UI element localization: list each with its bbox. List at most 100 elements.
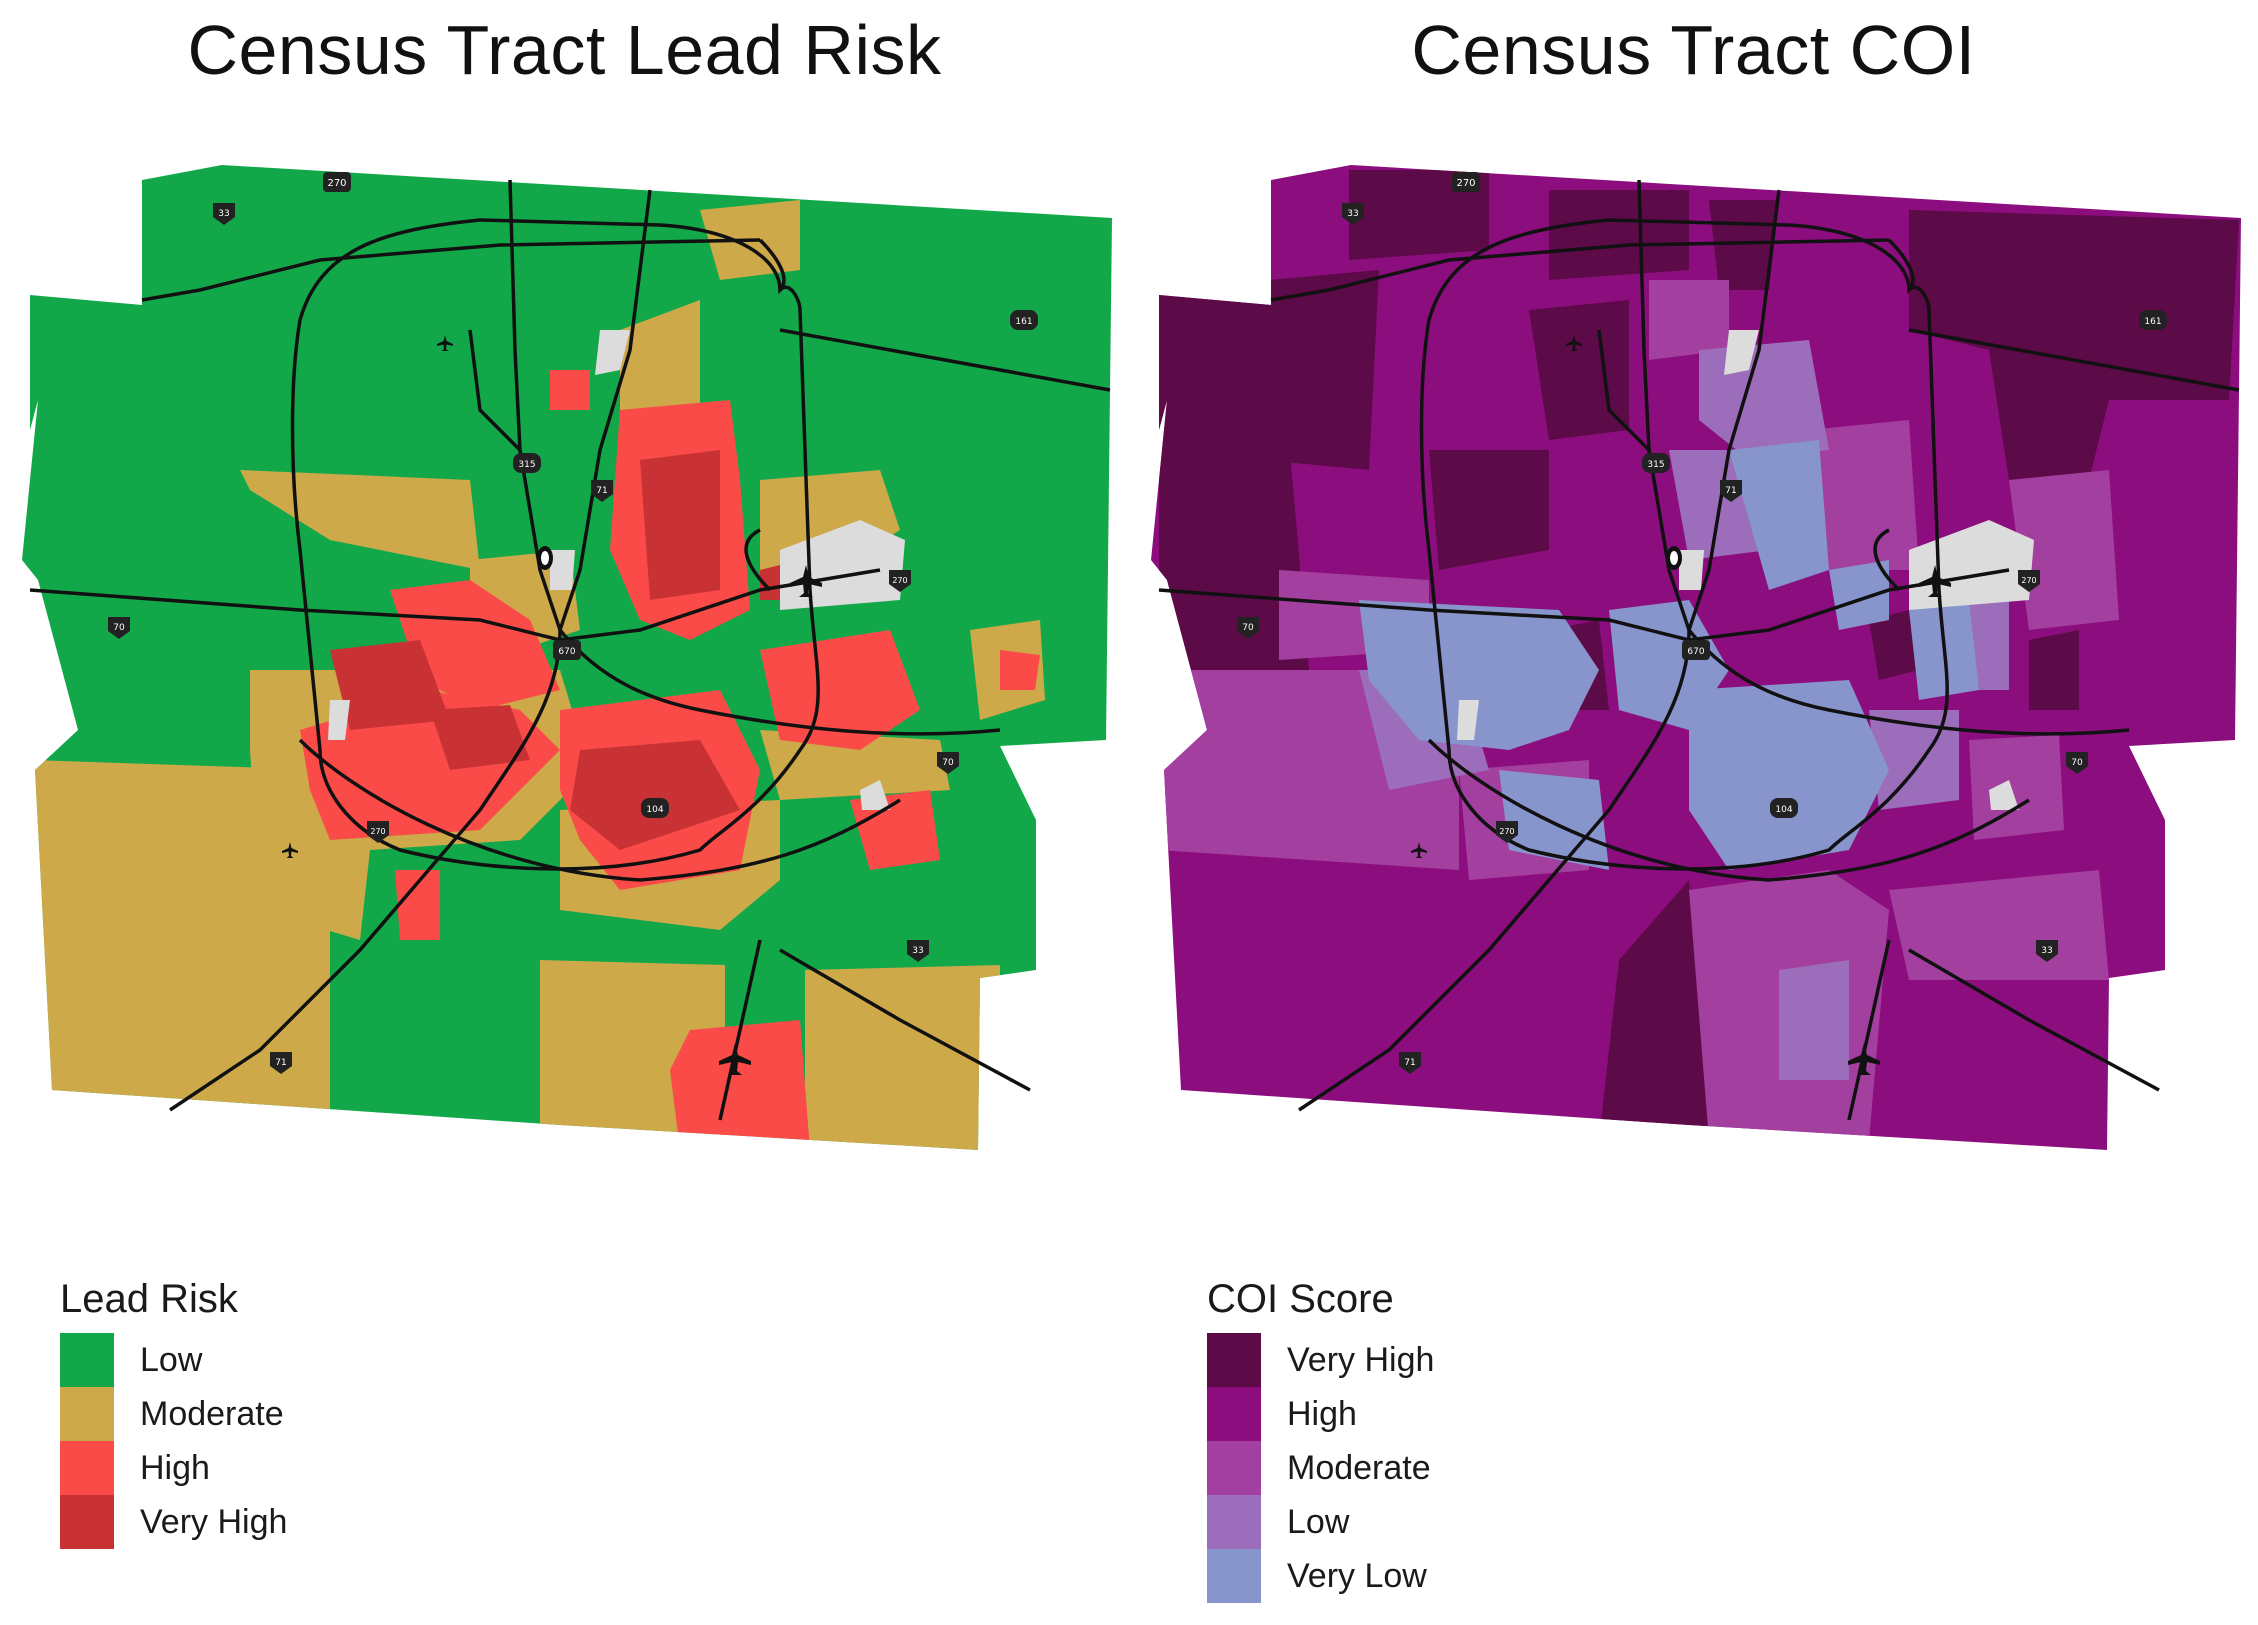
highway-network: [1158, 179, 2240, 1121]
tract-very-high: [330, 640, 450, 730]
highway-23: [1847, 939, 1891, 1121]
tract-very-high: [1159, 270, 1379, 470]
legend-swatch: [1207, 1333, 1261, 1387]
tract-moderate: [805, 965, 1000, 1150]
tract-very-high: [640, 450, 720, 600]
legend-label: Low: [1287, 1502, 1350, 1541]
airport-icon: [282, 842, 298, 858]
highway-23: [718, 939, 762, 1121]
tract-moderate: [240, 470, 480, 570]
shield-33: 33: [1342, 203, 1364, 225]
tract-low: [1779, 960, 1849, 1080]
legend-item: Very High: [1207, 1333, 1434, 1387]
legend-swatch: [1207, 1441, 1261, 1495]
shield-270-south: 270: [1496, 821, 1518, 843]
svg-text:670: 670: [1687, 647, 1704, 657]
lead-risk-map: 270 33 161 315 71 270 70 670 70 104 270 …: [22, 165, 1112, 1150]
tract-no-data: [1679, 550, 1704, 590]
shield-161: 161: [1010, 310, 1038, 330]
highway-270-loop: [290, 218, 820, 871]
tract-very-low: [1729, 440, 1829, 590]
highway-270-north: [1270, 238, 1890, 302]
svg-text:270: 270: [1499, 827, 1514, 836]
shield-70-east: 70: [2066, 752, 2088, 774]
shield-70-west: 70: [1237, 617, 1259, 639]
shield-71-south: 71: [270, 1052, 292, 1074]
tract-very-high: [1429, 450, 1549, 570]
legend-swatch: [60, 1495, 114, 1549]
shield-270-east: 270: [889, 570, 911, 592]
highway-71-south: [1298, 629, 1691, 1112]
tract-no-data: [860, 780, 890, 810]
shield-71: 71: [591, 480, 613, 502]
tract-high: [550, 370, 590, 410]
svg-text:104: 104: [1775, 805, 1792, 815]
legend-swatch: [1207, 1495, 1261, 1549]
tract-very-low: [1359, 600, 1599, 750]
legend-item: Low: [1207, 1495, 1434, 1549]
coi-panel: Census Tract COI: [1129, 0, 2258, 1625]
airport-icon: [790, 565, 822, 597]
tract-very-high: [430, 705, 530, 770]
highway-670: [1873, 528, 1901, 592]
coi-title: Census Tract COI: [1411, 11, 1976, 89]
tract-moderate: [760, 730, 950, 800]
svg-text:70: 70: [2071, 758, 2083, 768]
highway-104: [298, 738, 901, 882]
tract-moderate: [2009, 470, 2119, 630]
legend-label: Low: [140, 1340, 203, 1379]
legend-item: Moderate: [60, 1387, 287, 1441]
shield-104: 104: [641, 798, 669, 818]
highway-33-south: [779, 948, 1031, 1092]
highway-connector: [758, 238, 786, 292]
svg-text:104: 104: [646, 805, 663, 815]
tract-very-high: [1349, 170, 1489, 260]
highway-161: [1908, 328, 2240, 392]
tract-very-high: [1159, 440, 1309, 670]
airport-icon: [437, 335, 453, 351]
svg-text:270: 270: [2021, 576, 2036, 585]
tract-very-low: [1689, 680, 1889, 870]
tract-very-low: [1499, 770, 1609, 870]
highway-70-east: [1687, 628, 2130, 736]
svg-text:33: 33: [218, 209, 229, 219]
highway-270-north: [141, 238, 761, 302]
svg-text:71: 71: [1725, 486, 1736, 496]
svg-text:270: 270: [892, 576, 907, 585]
highway-spur: [468, 329, 522, 452]
shield-70-west: 70: [108, 617, 130, 639]
svg-text:70: 70: [942, 758, 954, 768]
coi-legend: COI Score Very High High Moderate Low Very L…: [1207, 1275, 1434, 1603]
legend-label: Very High: [1287, 1340, 1435, 1379]
legend-items: Very High High Moderate Low Very Low: [1207, 1333, 1434, 1603]
tract-moderate: [1649, 280, 1729, 360]
shield-670: 670: [553, 640, 581, 660]
airport-icon: [1848, 1043, 1880, 1075]
shield-270: 270: [1452, 172, 1480, 192]
airport-icon: [719, 1043, 751, 1075]
tract-very-high: [1599, 880, 1709, 1140]
legend-swatch: [60, 1441, 114, 1495]
legend-item: Low: [60, 1333, 287, 1387]
lead-risk-legend: Lead Risk Low Moderate High Very High: [60, 1275, 287, 1549]
tract-no-data: [1457, 700, 1479, 740]
legend-item: High: [60, 1441, 287, 1495]
svg-text:71: 71: [596, 486, 607, 496]
shield-33-south: 33: [907, 940, 929, 962]
shield-104: 104: [1770, 798, 1798, 818]
legend-item: Very Low: [1207, 1549, 1434, 1603]
legend-label: Moderate: [1287, 1448, 1431, 1487]
svg-text:315: 315: [1647, 460, 1664, 470]
tract-very-high: [2029, 630, 2079, 710]
svg-text:670: 670: [558, 647, 575, 657]
svg-text:70: 70: [113, 623, 125, 633]
shield-270: 270: [323, 172, 351, 192]
svg-text:161: 161: [2144, 317, 2161, 327]
stadium-icon: [537, 546, 553, 570]
svg-text:270: 270: [370, 827, 385, 836]
tract-high: [1000, 650, 1040, 690]
shield-270-south: 270: [367, 821, 389, 843]
highway-71-north: [1687, 189, 1781, 631]
legend-swatch: [1207, 1387, 1261, 1441]
highway-161: [779, 328, 1111, 392]
